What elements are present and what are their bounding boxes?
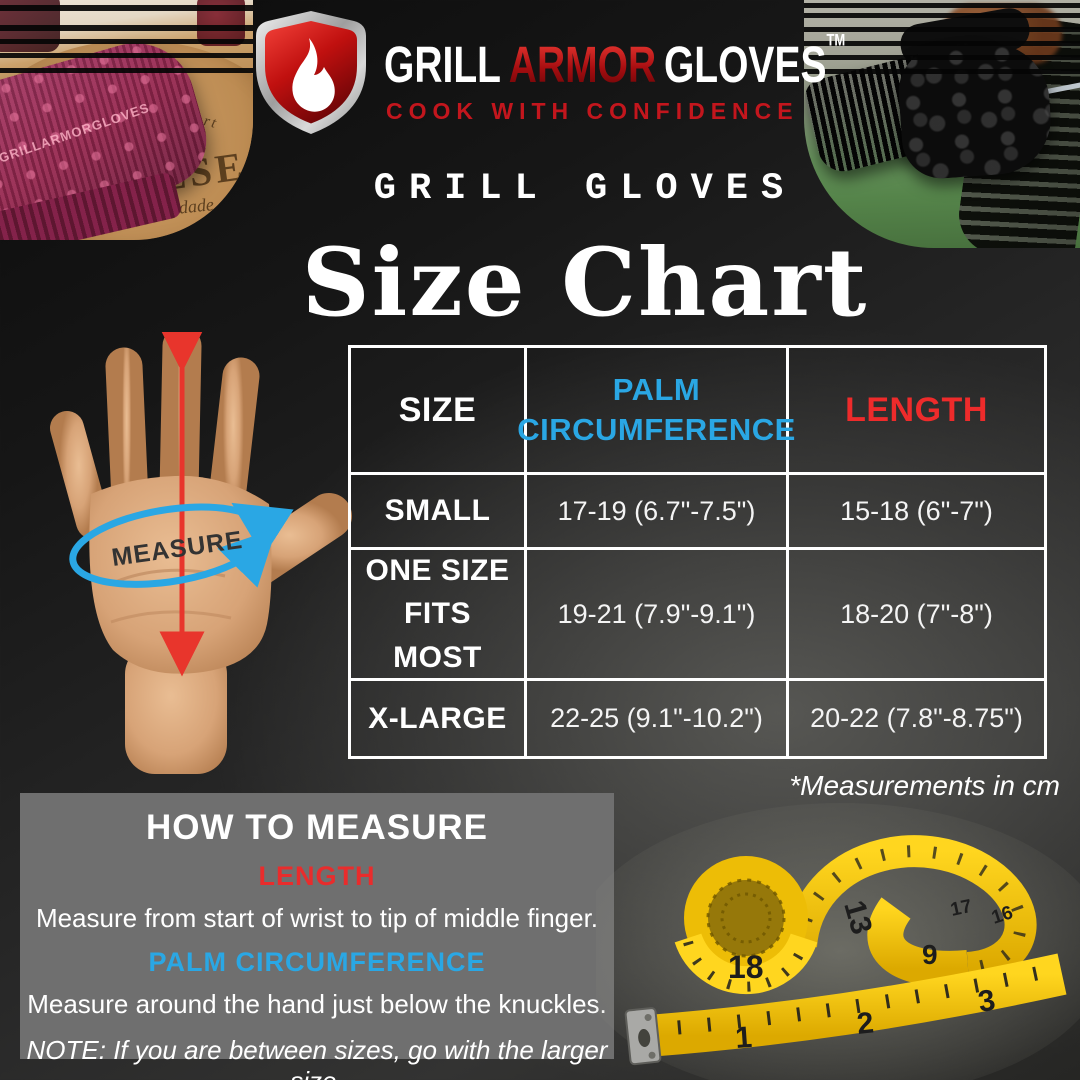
row-onesize-palm: 19-21 (7.9"-9.1"): [527, 550, 789, 681]
row-xlarge-palm: 22-25 (9.1"-10.2"): [527, 681, 789, 756]
brand-tagline: COOK WITH CONFIDENCE: [386, 98, 799, 124]
brand-word-armor: ARMOR: [508, 37, 657, 94]
tape-loops: [785, 835, 1037, 987]
sizing-note: NOTE: If you are between sizes, go with …: [26, 1035, 608, 1080]
row-small-palm: 17-19 (6.7"-7.5"): [527, 475, 789, 550]
glove-print-text: GRILLARMORGLOVES: [0, 99, 152, 166]
tape-number-18: 18: [728, 949, 764, 985]
tape-number-1: 1: [734, 1021, 753, 1055]
grate-line: [804, 69, 1080, 74]
grate-line: [804, 55, 1080, 60]
tape-coil: 18: [674, 856, 818, 995]
shield-flame-icon: [256, 11, 366, 134]
how-to-measure-panel: HOW TO MEASURE LENGTH Measure from start…: [20, 793, 614, 1080]
length-heading: LENGTH: [258, 861, 376, 891]
column-header-size: SIZE: [351, 348, 527, 475]
grate-line: [804, 3, 1080, 8]
row-small-label: SMALL: [351, 475, 527, 550]
tape-number-17: 17: [949, 896, 974, 921]
measuring-tape-illustration: 18 13 9 16 17 1 2 3: [596, 803, 1080, 1080]
palm-heading: PALM CIRCUMFERENCE: [148, 947, 486, 977]
column-header-palm-circumference: PALM CIRCUMFERENCE: [517, 348, 795, 475]
size-chart-table: SIZE PALM CIRCUMFERENCE LENGTH SMALL 17-…: [348, 345, 1047, 759]
grate-line: [0, 5, 253, 11]
palm-circumference-arrow: [69, 502, 294, 588]
row-onesize-length: 18-20 (7"-8"): [789, 550, 1044, 681]
page-title: Size Chart: [301, 228, 869, 338]
section-kicker: GRILL GLOVES: [373, 168, 797, 210]
tape-number-2: 2: [855, 1006, 875, 1041]
photo-gloves-on-cutting-board: Beaufort EESE Qualidade GRILLARMORGLOVES: [0, 0, 253, 240]
grate-line: [0, 39, 253, 44]
how-to-measure-title: HOW TO MEASURE: [146, 808, 488, 847]
row-onesize-label: ONE SIZE FITS MOST: [351, 550, 527, 681]
black-glove-mitt: [895, 38, 1055, 182]
hand-measurement-diagram: MEASURE: [50, 332, 352, 774]
palm-instruction: Measure around the hand just below the k…: [27, 989, 607, 1019]
row-small-length: 15-18 (6"-7"): [789, 475, 1044, 550]
row-xlarge-length: 20-22 (7.8"-8.75"): [810, 703, 1023, 733]
row-xlarge-label: X-LARGE: [351, 681, 527, 756]
tape-number-3: 3: [976, 984, 998, 1019]
grate-line: [804, 27, 1080, 32]
tape-number-9: 9: [922, 939, 938, 970]
trademark-symbol: TM: [826, 30, 846, 50]
grate-line: [804, 13, 1080, 18]
brand-logo: GRILL ARMOR GLOVESTM COOK WITH CONFIDENC…: [252, 6, 845, 138]
length-instruction: Measure from start of wrist to tip of mi…: [35, 903, 599, 933]
brand-word-grill: GRILL: [384, 37, 501, 94]
grate-line: [0, 53, 253, 58]
tape-straight-end: 1 2 3: [624, 953, 1067, 1066]
column-header-length: LENGTH: [789, 348, 1044, 475]
photo-black-glove-at-grill: [804, 0, 1080, 248]
brand-word-gloves: GLOVES: [663, 37, 827, 94]
grate-line: [0, 25, 253, 31]
measurements-footnote: *Measurements in cm: [789, 770, 1060, 801]
grate-line: [0, 68, 253, 73]
tape-metal-tip: [624, 1007, 662, 1066]
brand-name: GRILL ARMOR GLOVESTM: [384, 30, 845, 95]
grate-line: [804, 41, 1080, 46]
